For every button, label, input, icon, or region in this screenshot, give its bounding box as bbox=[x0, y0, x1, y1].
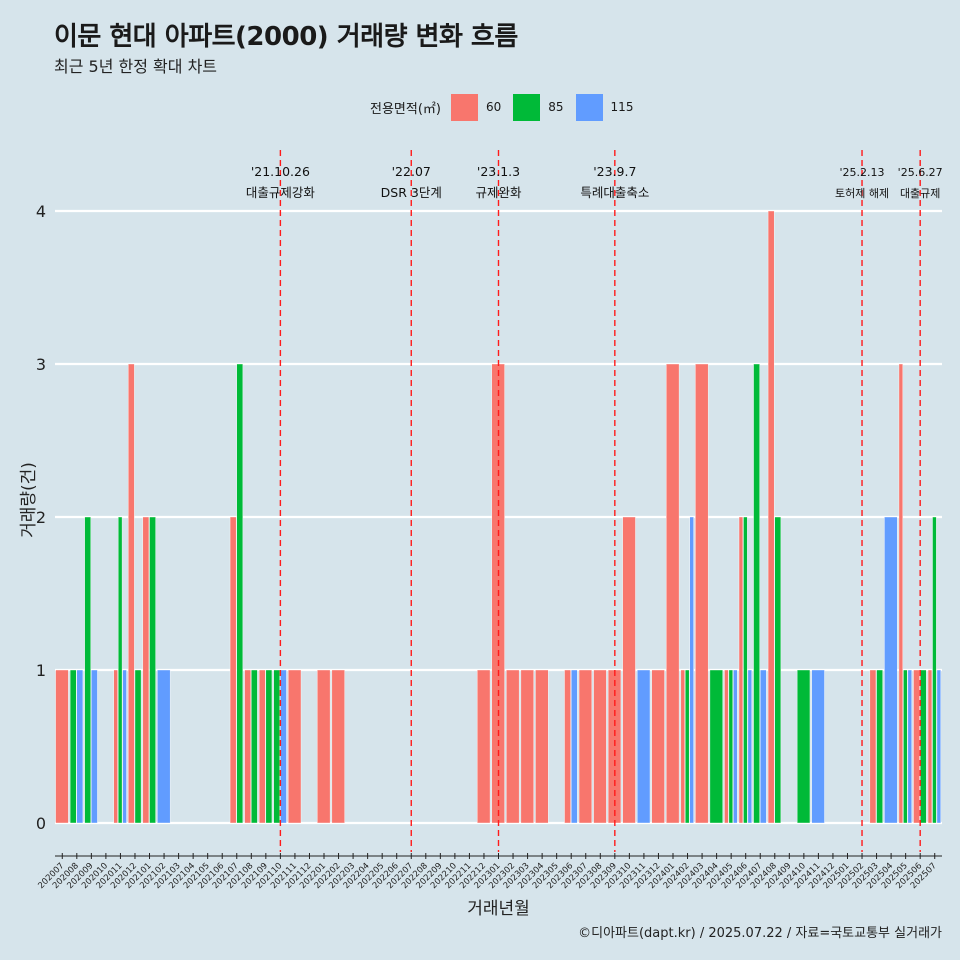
bar-202504-115 bbox=[884, 516, 898, 824]
legend-swatch-60 bbox=[450, 93, 478, 121]
bar-202405-85 bbox=[728, 669, 733, 824]
bar-202011-60 bbox=[113, 669, 118, 824]
y-tick-label-3: 3 bbox=[36, 355, 46, 374]
event-date-5: '25.6.27 bbox=[898, 166, 943, 179]
bar-202406-85 bbox=[743, 516, 748, 824]
bar-202503-60 bbox=[869, 669, 877, 824]
legend-item-60: 60 bbox=[450, 93, 502, 121]
bar-202503-85 bbox=[876, 669, 883, 824]
bar-202402-60 bbox=[680, 669, 685, 824]
legend-title: 전용면적(㎡) bbox=[370, 101, 441, 117]
bar-202310-60 bbox=[622, 516, 636, 824]
event-label-5: 대출규제 bbox=[900, 187, 940, 200]
y-tick-label-0: 0 bbox=[36, 814, 46, 833]
bar-202507-115 bbox=[936, 669, 942, 824]
bar-202402-115 bbox=[689, 516, 694, 824]
event-label-2: 규제완화 bbox=[475, 185, 522, 200]
bar-202011-85 bbox=[118, 516, 123, 824]
bar-202012-85 bbox=[134, 669, 142, 824]
legend: 전용면적(㎡) 60 85 115 bbox=[370, 93, 645, 121]
legend-label-60: 60 bbox=[485, 100, 502, 114]
bar-202304-60 bbox=[535, 669, 549, 824]
source-caption: ©디아파트(dapt.kr) / 2025.07.22 / 자료=국토교통부 실… bbox=[578, 926, 942, 941]
event-date-2: '23.1.3 bbox=[477, 164, 520, 179]
bar-202408-85 bbox=[774, 516, 782, 824]
event-label-0: 대출규제강화 bbox=[246, 185, 316, 200]
bar-202202-60 bbox=[331, 669, 345, 824]
event-label-3: 특례대출축소 bbox=[580, 185, 649, 200]
bar-202404-85 bbox=[709, 669, 723, 824]
x-axis-title: 거래년월 bbox=[467, 899, 530, 919]
bar-202110-85 bbox=[273, 669, 280, 824]
bar-202402-85 bbox=[685, 669, 690, 824]
bar-202306-60 bbox=[564, 669, 571, 824]
bar-202406-60 bbox=[738, 516, 744, 824]
bar-202111-60 bbox=[288, 669, 302, 824]
bar-202109-85 bbox=[265, 669, 273, 824]
legend-item-85: 85 bbox=[513, 93, 564, 121]
bar-202303-60 bbox=[520, 669, 534, 824]
legend-label-115: 115 bbox=[610, 100, 634, 114]
bar-202403-60 bbox=[695, 363, 709, 824]
bar-202007-60 bbox=[55, 669, 69, 824]
bar-202008-115 bbox=[76, 669, 84, 824]
event-date-1: '22.07 bbox=[392, 164, 431, 179]
bar-202507-85 bbox=[932, 516, 937, 824]
chart-title: 이문 현대 아파트(2000) 거래량 변화 흐름 bbox=[54, 22, 518, 52]
bar-202102-115 bbox=[157, 669, 171, 824]
bar-202505-60 bbox=[898, 363, 904, 824]
bar-202009-115 bbox=[91, 669, 98, 824]
bar-202507-60 bbox=[927, 669, 933, 824]
bar-202312-60 bbox=[651, 669, 665, 824]
bar-202505-115 bbox=[907, 669, 912, 824]
bar-202311-115 bbox=[637, 669, 651, 824]
y-tick-label-2: 2 bbox=[36, 508, 46, 527]
bar-202408-60 bbox=[767, 210, 775, 824]
event-date-3: '23.9.7 bbox=[593, 164, 636, 179]
legend-item-115: 115 bbox=[575, 93, 634, 121]
bar-202401-60 bbox=[666, 363, 680, 824]
bar-202506-60 bbox=[913, 669, 920, 824]
bar-202306-115 bbox=[571, 669, 578, 824]
bar-202411-115 bbox=[811, 669, 825, 824]
bar-202108-60 bbox=[244, 669, 251, 824]
bar-202407-115 bbox=[760, 669, 767, 824]
bar-202011-115 bbox=[122, 669, 127, 824]
bar-202110-115 bbox=[280, 669, 287, 824]
legend-swatch-115 bbox=[575, 93, 603, 121]
bar-202101-85 bbox=[149, 516, 156, 824]
y-tick-label-1: 1 bbox=[36, 661, 46, 680]
bar-202008-85 bbox=[69, 669, 77, 824]
y-axis-title: 거래량(건) bbox=[19, 462, 39, 538]
y-tick-label-4: 4 bbox=[36, 202, 46, 221]
bar-202405-115 bbox=[733, 669, 738, 824]
event-date-4: '25.2.13 bbox=[840, 166, 885, 179]
bar-202101-60 bbox=[142, 516, 150, 824]
legend-label-85: 85 bbox=[548, 100, 564, 114]
bar-202107-85 bbox=[236, 363, 244, 824]
event-label-4: 토허제 해제 bbox=[835, 186, 889, 200]
bar-202406-115 bbox=[747, 669, 752, 824]
bar-202302-60 bbox=[506, 669, 520, 824]
bar-202407-85 bbox=[753, 363, 760, 824]
bar-202212-60 bbox=[477, 669, 491, 824]
bar-202109-60 bbox=[258, 669, 266, 824]
bar-202009-85 bbox=[84, 516, 91, 824]
bar-202506-85 bbox=[919, 669, 927, 824]
bar-202405-60 bbox=[724, 669, 729, 824]
event-date-0: '21.10.26 bbox=[251, 164, 310, 179]
bar-202108-85 bbox=[251, 669, 258, 824]
bar-202107-60 bbox=[229, 516, 237, 824]
bar-202410-85 bbox=[796, 669, 811, 824]
bar-202307-60 bbox=[578, 669, 593, 824]
chart-subtitle: 최근 5년 한정 확대 차트 bbox=[54, 57, 218, 76]
bar-202308-60 bbox=[593, 669, 607, 824]
bar-202505-85 bbox=[903, 669, 908, 824]
bar-202012-60 bbox=[128, 363, 135, 824]
legend-swatch-85 bbox=[513, 93, 541, 121]
event-label-1: DSR 3단계 bbox=[381, 185, 442, 200]
bar-202201-60 bbox=[317, 669, 331, 824]
